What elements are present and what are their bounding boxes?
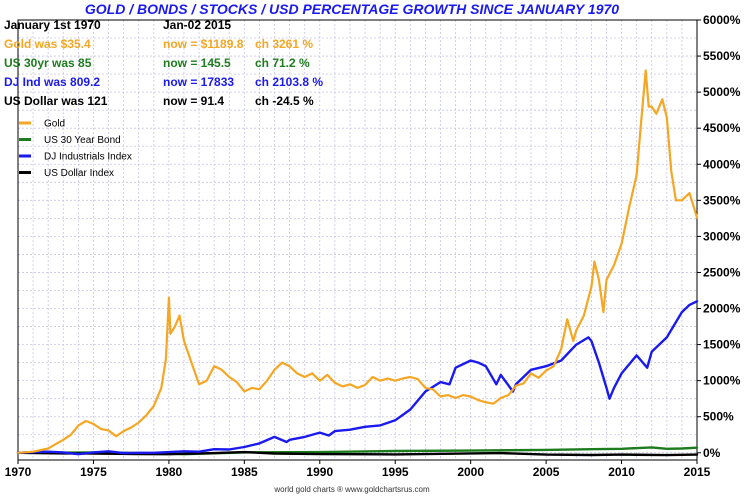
x-tick-label: 1980 [156, 465, 183, 479]
info-row-2-col-2: now = $1189.8 [163, 37, 244, 51]
x-tick-label: 2015 [684, 465, 711, 479]
x-tick-label: 1970 [5, 465, 32, 479]
info-row-1-col-2: Jan-02 2015 [163, 18, 231, 32]
y-tick-label: 500% [703, 410, 734, 424]
legend: Gold US 30 Year Bond DJ Industrials Index U… [19, 119, 132, 179]
x-tick-label: 2010 [608, 465, 635, 479]
x-tick-label: 2000 [457, 465, 484, 479]
info-row-3-col-3: ch 71.2 % [255, 56, 310, 70]
info-panel: January 1st 1970 Jan-02 2015 Gold was $35.… [4, 18, 323, 108]
chart-footer: world gold charts ® www.goldchartsrus.co… [273, 485, 430, 494]
y-tick-label: 6000% [703, 13, 741, 27]
y-tick-label: 1500% [703, 338, 741, 352]
info-row-5-col-1: US Dollar was 121 [4, 94, 108, 108]
y-tick-label: 3000% [703, 229, 741, 243]
info-row-1-col-1: January 1st 1970 [4, 18, 101, 32]
y-tick-label: 2000% [703, 302, 741, 316]
series-line-gold [16, 69, 699, 454]
y-tick-label: 2500% [703, 265, 741, 279]
y-tick-label: 1000% [703, 374, 741, 388]
info-row-2-col-3: ch 3261 % [255, 37, 313, 51]
y-tick-label: 4000% [703, 157, 741, 171]
info-row-2-col-1: Gold was $35.4 [4, 37, 91, 51]
grid-layer [18, 19, 697, 460]
y-tick-label: 3500% [703, 193, 741, 207]
series-line-dj-industrials-index [16, 300, 699, 456]
info-row-3-col-1: US 30yr was 85 [4, 56, 92, 70]
y-tick-label: 4500% [703, 121, 741, 135]
info-row-5-col-2: now = 91.4 [163, 94, 224, 108]
legend-entry: US Dollar Index [44, 168, 114, 179]
series-layer [16, 69, 699, 457]
legend-entry: DJ Industrials Index [44, 152, 132, 163]
legend-entry: Gold [44, 119, 65, 130]
y-tick-label: 0% [703, 446, 721, 460]
axis-layer: 0% 500% 1000% 1500% 2000% 2500% 3000% 3500% 4000… [5, 13, 741, 479]
legend-entry: US 30 Year Bond [44, 135, 121, 146]
plot-frame [17, 19, 698, 461]
x-tick-label: 1995 [382, 465, 409, 479]
info-row-3-col-2: now = 145.5 [163, 56, 231, 70]
info-row-4-col-2: now = 17833 [163, 75, 234, 89]
x-tick-label: 1975 [80, 465, 107, 479]
info-row-4-col-1: DJ Ind was 809.2 [4, 75, 100, 89]
x-tick-label: 2005 [533, 465, 560, 479]
y-tick-label: 5500% [703, 49, 741, 63]
x-tick-label: 1990 [306, 465, 333, 479]
info-row-5-col-3: ch -24.5 % [255, 94, 314, 108]
y-tick-label: 5000% [703, 85, 741, 99]
info-row-4-col-3: ch 2103.8 % [255, 75, 323, 89]
chart-title: GOLD / BONDS / STOCKS / USD PERCENTAGE G… [85, 1, 619, 17]
x-tick-label: 1985 [231, 465, 258, 479]
